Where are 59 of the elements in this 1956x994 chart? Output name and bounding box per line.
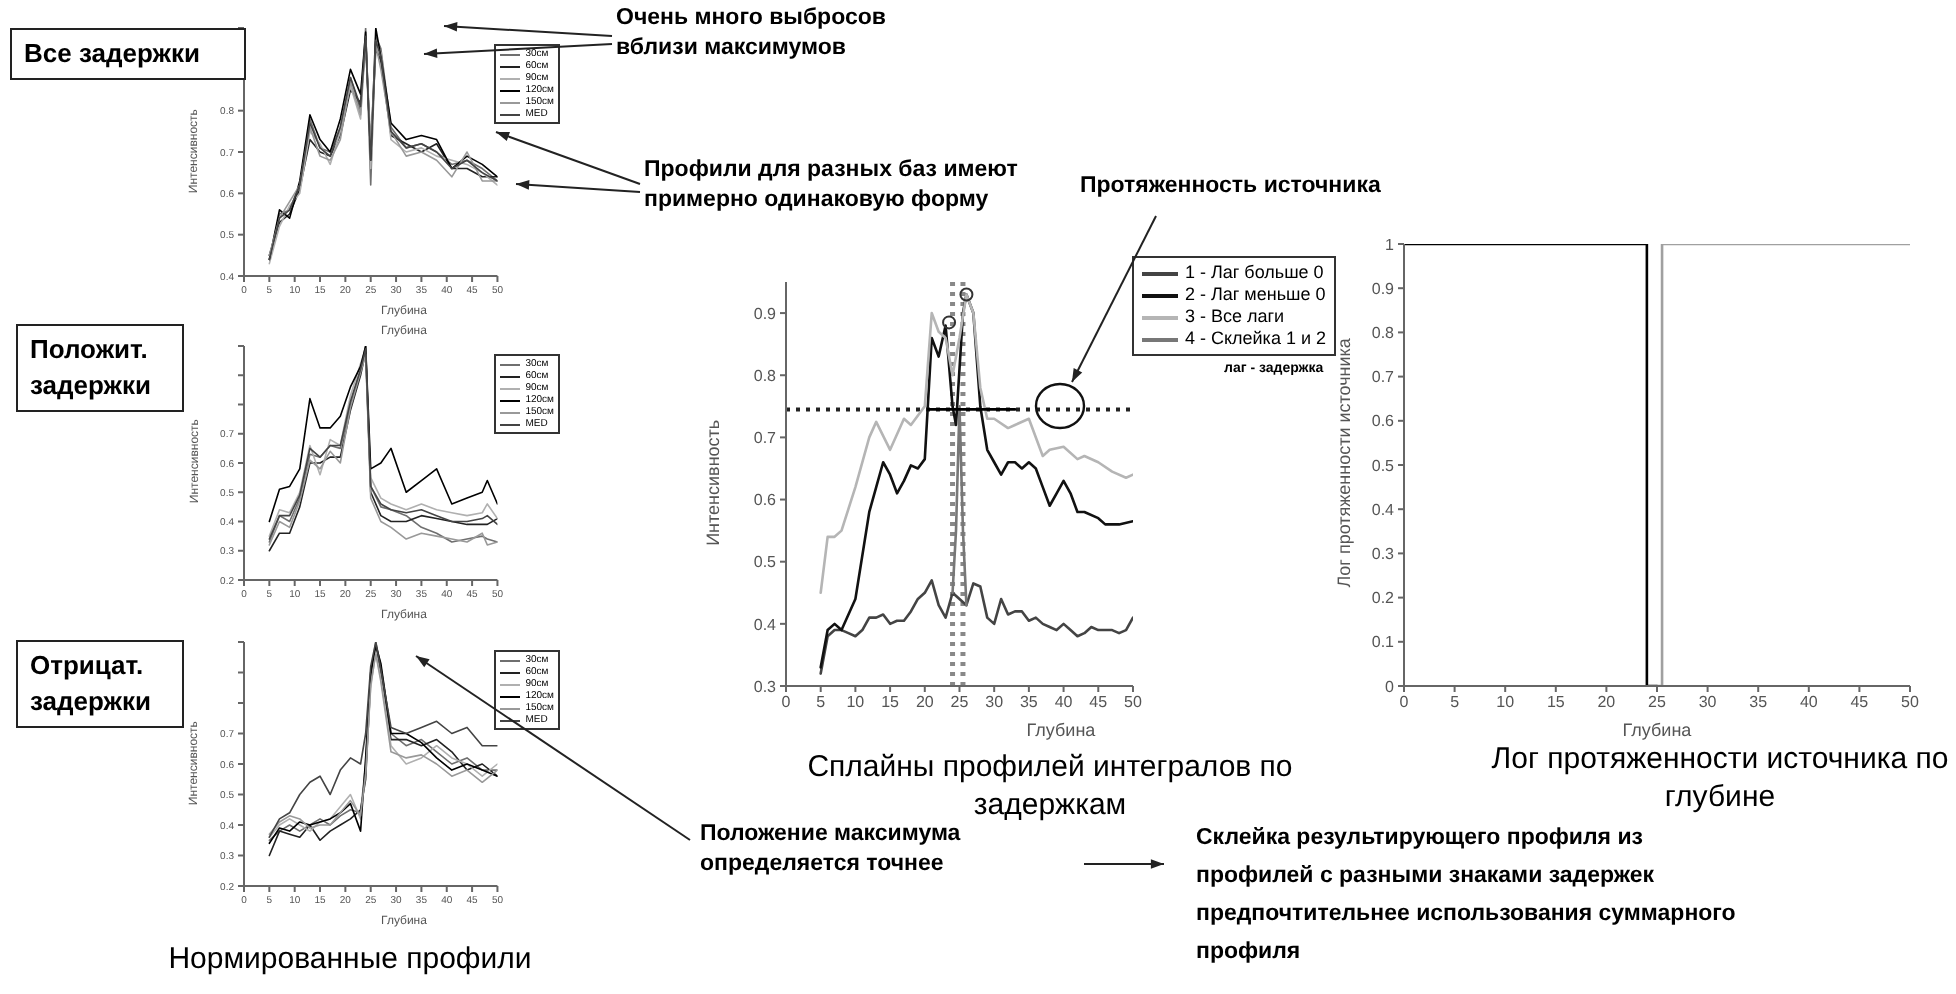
x-tick-label: 30 bbox=[1698, 693, 1718, 712]
y-axis-title: Лог протяженности источника bbox=[1333, 336, 1356, 592]
x-tick-label: 10 bbox=[1496, 693, 1516, 712]
y-tick-label: 0.7 bbox=[753, 429, 778, 448]
chart-title: Положит. задержки bbox=[16, 324, 184, 412]
y-tick-label: 0.3 bbox=[753, 677, 778, 696]
text: Лог протяженности источника по глубине bbox=[1490, 740, 1950, 816]
x-tick-label: 20 bbox=[915, 693, 935, 712]
x-tick-label: 5 bbox=[1450, 693, 1461, 712]
y-tick-label: 0.4 bbox=[753, 615, 778, 634]
y-tick-label: 0.9 bbox=[753, 304, 778, 323]
text: Отрицат. задержки bbox=[16, 640, 184, 728]
y-tick-label: 0.6 bbox=[753, 491, 778, 510]
text: Очень много выбросов вблизи максимумов bbox=[616, 4, 888, 64]
legend-label: 3 - Все лаги bbox=[1184, 306, 1285, 328]
x-axis-title: Глубина bbox=[1620, 720, 1694, 742]
y-tick-label: 0.9 bbox=[1371, 279, 1396, 298]
y-tick-label: 0 bbox=[1385, 677, 1396, 696]
x-tick-label: 30 bbox=[985, 693, 1005, 712]
y-tick-label: 0.5 bbox=[1371, 456, 1396, 475]
legend-label: 1 - Лаг больше 0 bbox=[1184, 262, 1324, 284]
x-tick-label: 50 bbox=[1901, 693, 1920, 712]
text: Положение максимума определяется точнее bbox=[700, 820, 963, 880]
x-tick-label: 35 bbox=[1019, 693, 1039, 712]
legend-label: 4 - Склейка 1 и 2 bbox=[1184, 328, 1326, 350]
y-axis-title: Интенсивность bbox=[703, 417, 726, 550]
y-tick-label: 0.3 bbox=[1371, 545, 1396, 564]
text: Нормированные профили bbox=[166, 940, 534, 980]
y-tick-label: 0.5 bbox=[753, 553, 778, 572]
y-tick-label: 0.6 bbox=[1371, 412, 1396, 431]
x-tick-label: 15 bbox=[881, 693, 901, 712]
chart-title: Все задержки bbox=[10, 28, 246, 80]
x-tick-label: 25 bbox=[1648, 693, 1667, 712]
y-tick-label: 1 bbox=[1385, 235, 1396, 254]
x-tick-label: 0 bbox=[781, 693, 792, 712]
y-tick-label: 0.8 bbox=[753, 366, 778, 385]
text: Склейка результирующего профиля из профилей с разными знаками задержек предпочтительнее использования суммарного профиля bbox=[1196, 824, 1736, 968]
x-tick-label: 10 bbox=[846, 693, 866, 712]
x-tick-label: 40 bbox=[1799, 693, 1819, 712]
y-tick-label: 0.2 bbox=[1371, 589, 1396, 608]
legend-label: 2 - Лаг меньше 0 bbox=[1184, 284, 1326, 306]
y-tick-label: 0.4 bbox=[1371, 500, 1396, 519]
x-tick-label: 20 bbox=[1597, 693, 1617, 712]
x-tick-label: 45 bbox=[1089, 693, 1109, 712]
y-tick-label: 0.7 bbox=[1371, 368, 1396, 387]
x-tick-label: 50 bbox=[1124, 693, 1143, 712]
x-tick-label: 25 bbox=[950, 693, 970, 712]
y-tick-label: 0.1 bbox=[1371, 633, 1396, 652]
text: Протяженность источника bbox=[1080, 172, 1383, 202]
x-tick-label: 45 bbox=[1850, 693, 1870, 712]
text: Сплайны профилей интегралов по задержкам bbox=[805, 748, 1295, 824]
x-tick-label: 35 bbox=[1749, 693, 1769, 712]
x-axis-title: Глубина bbox=[1024, 720, 1098, 742]
text: Профили для разных баз имеют примерно одинаковую форму bbox=[644, 156, 1020, 216]
x-tick-label: 5 bbox=[816, 693, 827, 712]
x-tick-label: 40 bbox=[1054, 693, 1074, 712]
y-tick-label: 0.8 bbox=[1371, 324, 1396, 343]
x-tick-label: 0 bbox=[1399, 693, 1410, 712]
x-tick-label: 15 bbox=[1546, 693, 1566, 712]
